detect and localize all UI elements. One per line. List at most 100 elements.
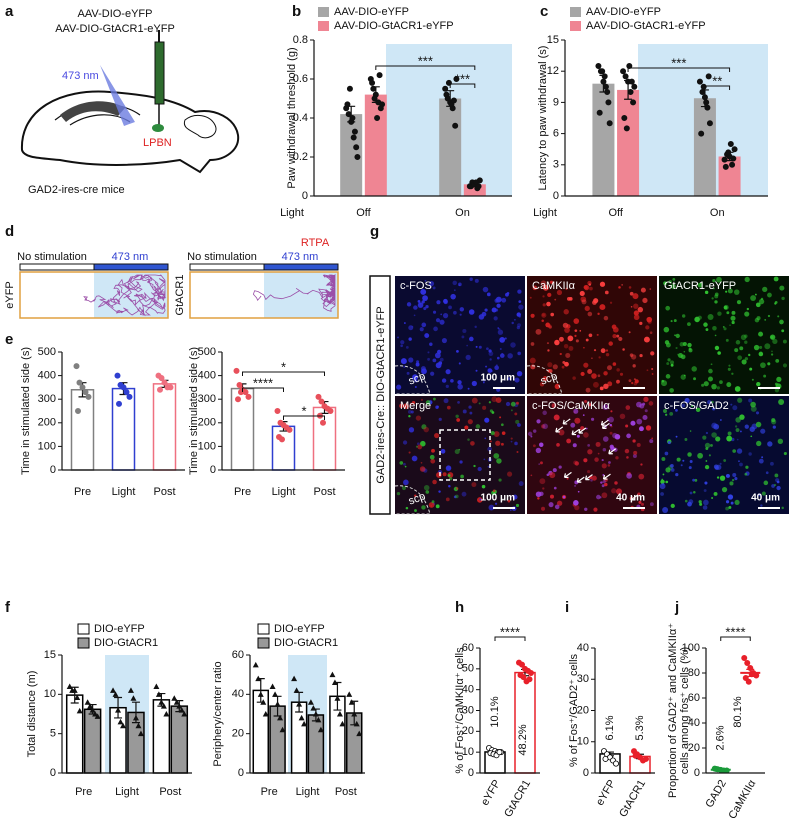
data-point <box>114 372 121 379</box>
cell <box>461 491 467 497</box>
cell <box>661 380 668 387</box>
cell <box>625 496 628 498</box>
cell <box>579 330 582 332</box>
data-point <box>442 85 449 92</box>
cell <box>500 442 504 446</box>
cell <box>471 482 477 488</box>
data-point <box>318 398 325 405</box>
data-point <box>173 699 180 705</box>
cell <box>495 440 501 446</box>
panel-label: g <box>370 223 379 240</box>
significance-bracket <box>242 371 325 376</box>
cell <box>734 499 740 505</box>
cell <box>684 438 688 441</box>
cell <box>488 349 492 353</box>
cell <box>456 349 459 353</box>
cell <box>402 440 408 445</box>
data-point <box>453 76 460 83</box>
cell <box>517 289 522 294</box>
cell <box>783 451 787 456</box>
cell <box>726 382 732 388</box>
cell <box>558 429 565 436</box>
bar <box>111 387 136 471</box>
cell <box>649 502 654 507</box>
cell <box>507 471 513 477</box>
cell <box>514 412 518 416</box>
cell <box>687 342 692 348</box>
cell <box>439 319 445 325</box>
bar <box>693 98 716 196</box>
y-axis-label: % of Fos⁺/CaMKIIα⁺ cells <box>454 647 466 774</box>
cell <box>755 421 762 428</box>
y-tick-label: 500 <box>38 346 56 358</box>
scale-label: 40 μm <box>751 493 780 504</box>
cell <box>510 401 516 407</box>
data-point <box>379 101 386 108</box>
cell <box>712 407 716 411</box>
cell <box>628 379 632 383</box>
cell <box>454 449 460 455</box>
y-tick-label: 0.2 <box>293 151 308 163</box>
arena <box>19 271 169 319</box>
cell <box>511 321 514 325</box>
cell <box>482 381 485 384</box>
cell <box>614 481 618 485</box>
y-tick-label: 200 <box>38 417 56 429</box>
cell <box>533 429 537 433</box>
data-point <box>371 95 378 102</box>
cell <box>566 477 569 480</box>
cell <box>750 435 753 438</box>
cell <box>488 351 494 357</box>
cell <box>547 362 553 368</box>
cell <box>675 472 679 477</box>
legend-swatch <box>318 21 329 31</box>
cell <box>530 474 533 477</box>
cell <box>719 419 722 421</box>
cell <box>414 494 417 497</box>
data-point <box>92 711 99 717</box>
cell <box>587 311 593 317</box>
cell <box>662 507 669 514</box>
cell <box>546 301 551 307</box>
cell <box>712 325 717 331</box>
y-tick-label: 50 <box>462 663 474 675</box>
cell <box>432 286 436 290</box>
cell <box>711 297 714 300</box>
cell <box>430 458 436 464</box>
data-point <box>602 755 609 762</box>
cell <box>626 433 631 439</box>
cell <box>450 379 454 383</box>
cell <box>697 452 703 459</box>
panel-a: a AAV-DIO-eYFP AAV-DIO-GtACR1-eYFP 473 n… <box>5 3 240 196</box>
cell <box>460 474 464 479</box>
data-point <box>234 396 241 403</box>
cell <box>505 401 511 407</box>
cell <box>428 281 435 287</box>
cell <box>736 438 739 441</box>
cell <box>551 403 557 408</box>
data-point <box>161 379 168 386</box>
cell <box>729 324 731 327</box>
cell <box>561 365 565 369</box>
cell <box>661 478 664 481</box>
cell <box>596 333 599 336</box>
cell <box>781 506 784 510</box>
cell <box>726 435 733 442</box>
stim-zone <box>264 272 338 318</box>
cell <box>438 490 441 493</box>
data-point <box>291 675 298 682</box>
cell <box>717 351 721 355</box>
cell <box>774 473 779 478</box>
cell <box>749 367 753 371</box>
cell <box>445 465 452 471</box>
cell <box>529 296 532 299</box>
data-point <box>602 83 609 90</box>
cell <box>411 325 414 328</box>
y-tick-label: 0 <box>302 190 308 202</box>
cell <box>691 404 694 408</box>
cell <box>545 322 551 328</box>
cell <box>510 409 513 412</box>
cell <box>775 358 780 363</box>
data-point <box>76 707 83 714</box>
cell <box>715 436 721 442</box>
